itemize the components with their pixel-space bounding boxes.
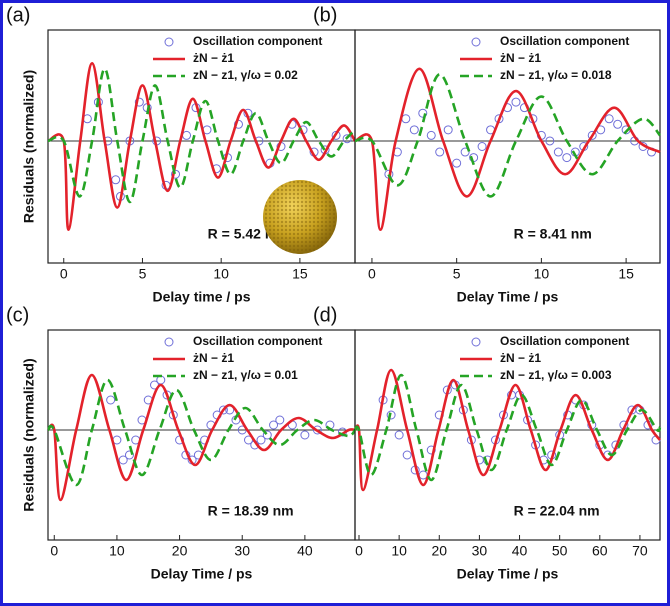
series-line: [354, 73, 662, 198]
panel-label: (b): [313, 4, 337, 26]
data-point: [545, 136, 555, 146]
data-point: [604, 114, 614, 124]
x-tick-label: 10: [213, 266, 229, 282]
data-point: [562, 153, 572, 163]
plot-frame: [354, 329, 661, 541]
legend-label: zN − z1, γ/ω = 0.003: [500, 368, 612, 382]
data-point: [409, 125, 419, 135]
x-tick-label: 5: [453, 266, 461, 282]
series-line: [47, 61, 357, 232]
data-point: [613, 119, 623, 129]
data-point: [511, 97, 521, 107]
series-line: [354, 67, 661, 232]
x-tick-label: 30: [472, 543, 488, 559]
data-point: [418, 108, 428, 118]
plot-frame: [354, 29, 661, 264]
series-line: [353, 373, 662, 482]
data-point: [269, 420, 279, 430]
x-tick-label: 0: [60, 266, 68, 282]
y-axis-label: Residuals (normalized): [21, 358, 37, 511]
annotation: R = 18.39 nm: [208, 503, 294, 519]
legend-label: żN − ż1: [193, 351, 234, 365]
x-tick-label: 30: [234, 543, 250, 559]
series-line: [353, 368, 662, 492]
legend-label: zN − z1, γ/ω = 0.01: [193, 368, 298, 382]
panel-label: (c): [6, 304, 29, 326]
series-line: [46, 378, 357, 487]
data-point: [300, 430, 310, 440]
legend-label: żN − ż1: [500, 351, 541, 365]
x-tick-label: 10: [109, 543, 125, 559]
x-tick-label: 40: [297, 543, 313, 559]
x-tick-label: 5: [139, 266, 147, 282]
data-point: [394, 430, 404, 440]
data-point: [460, 147, 470, 157]
data-point: [106, 395, 116, 405]
data-point: [134, 97, 144, 107]
data-point: [426, 130, 436, 140]
data-point: [426, 445, 436, 455]
x-tick-label: 20: [431, 543, 447, 559]
legend-label: Oscillation component: [193, 34, 322, 48]
legend-label: zN − z1, γ/ω = 0.018: [500, 68, 612, 82]
legend-label: zN − z1, γ/ω = 0.02: [193, 68, 298, 82]
legend-marker: [471, 37, 481, 47]
legend-label: Oscillation component: [500, 334, 629, 348]
x-axis-label: Delay Time / ps: [151, 566, 253, 582]
data-point: [256, 435, 266, 445]
legend-label: żN − ż1: [500, 51, 541, 65]
annotation: R = 8.41 nm: [514, 226, 592, 242]
data-point: [452, 158, 462, 168]
data-point: [443, 125, 453, 135]
x-tick-label: 50: [552, 543, 568, 559]
data-point: [402, 450, 412, 460]
data-point: [386, 410, 396, 420]
x-axis-label: Delay Time / ps: [457, 566, 559, 582]
data-point: [124, 450, 134, 460]
panel-label: (d): [313, 304, 337, 326]
data-point: [342, 134, 352, 144]
legend-marker: [164, 37, 174, 47]
data-point: [553, 147, 563, 157]
nanoparticle-inset: [263, 180, 337, 254]
data-point: [262, 430, 272, 440]
data-point: [587, 130, 597, 140]
x-tick-label: 20: [172, 543, 188, 559]
x-tick-label: 70: [632, 543, 648, 559]
x-axis-label: Delay time / ps: [152, 289, 250, 305]
series-line: [46, 373, 356, 502]
x-tick-label: 10: [391, 543, 407, 559]
legend-label: żN − ż1: [193, 51, 234, 65]
data-point: [275, 415, 285, 425]
data-point: [435, 147, 445, 157]
data-point: [477, 142, 487, 151]
x-tick-label: 0: [368, 266, 376, 282]
x-axis-label: Delay Time / ps: [457, 289, 559, 305]
x-tick-label: 15: [292, 266, 308, 282]
y-axis-label: Residuals (normalized): [21, 70, 37, 223]
x-tick-label: 15: [618, 266, 634, 282]
legend-marker: [471, 337, 481, 347]
panel-label: (a): [6, 4, 30, 26]
data-point: [218, 405, 228, 415]
legend-label: Oscillation component: [500, 34, 629, 48]
data-point: [118, 455, 128, 465]
series-line: [47, 67, 356, 204]
x-tick-label: 10: [534, 266, 550, 282]
x-tick-label: 40: [512, 543, 528, 559]
x-tick-label: 0: [355, 543, 363, 559]
legend-label: Oscillation component: [193, 334, 322, 348]
x-tick-label: 0: [50, 543, 58, 559]
x-tick-label: 60: [592, 543, 608, 559]
annotation: R = 22.04 nm: [514, 503, 600, 519]
legend-marker: [164, 337, 174, 347]
data-point: [312, 425, 322, 435]
